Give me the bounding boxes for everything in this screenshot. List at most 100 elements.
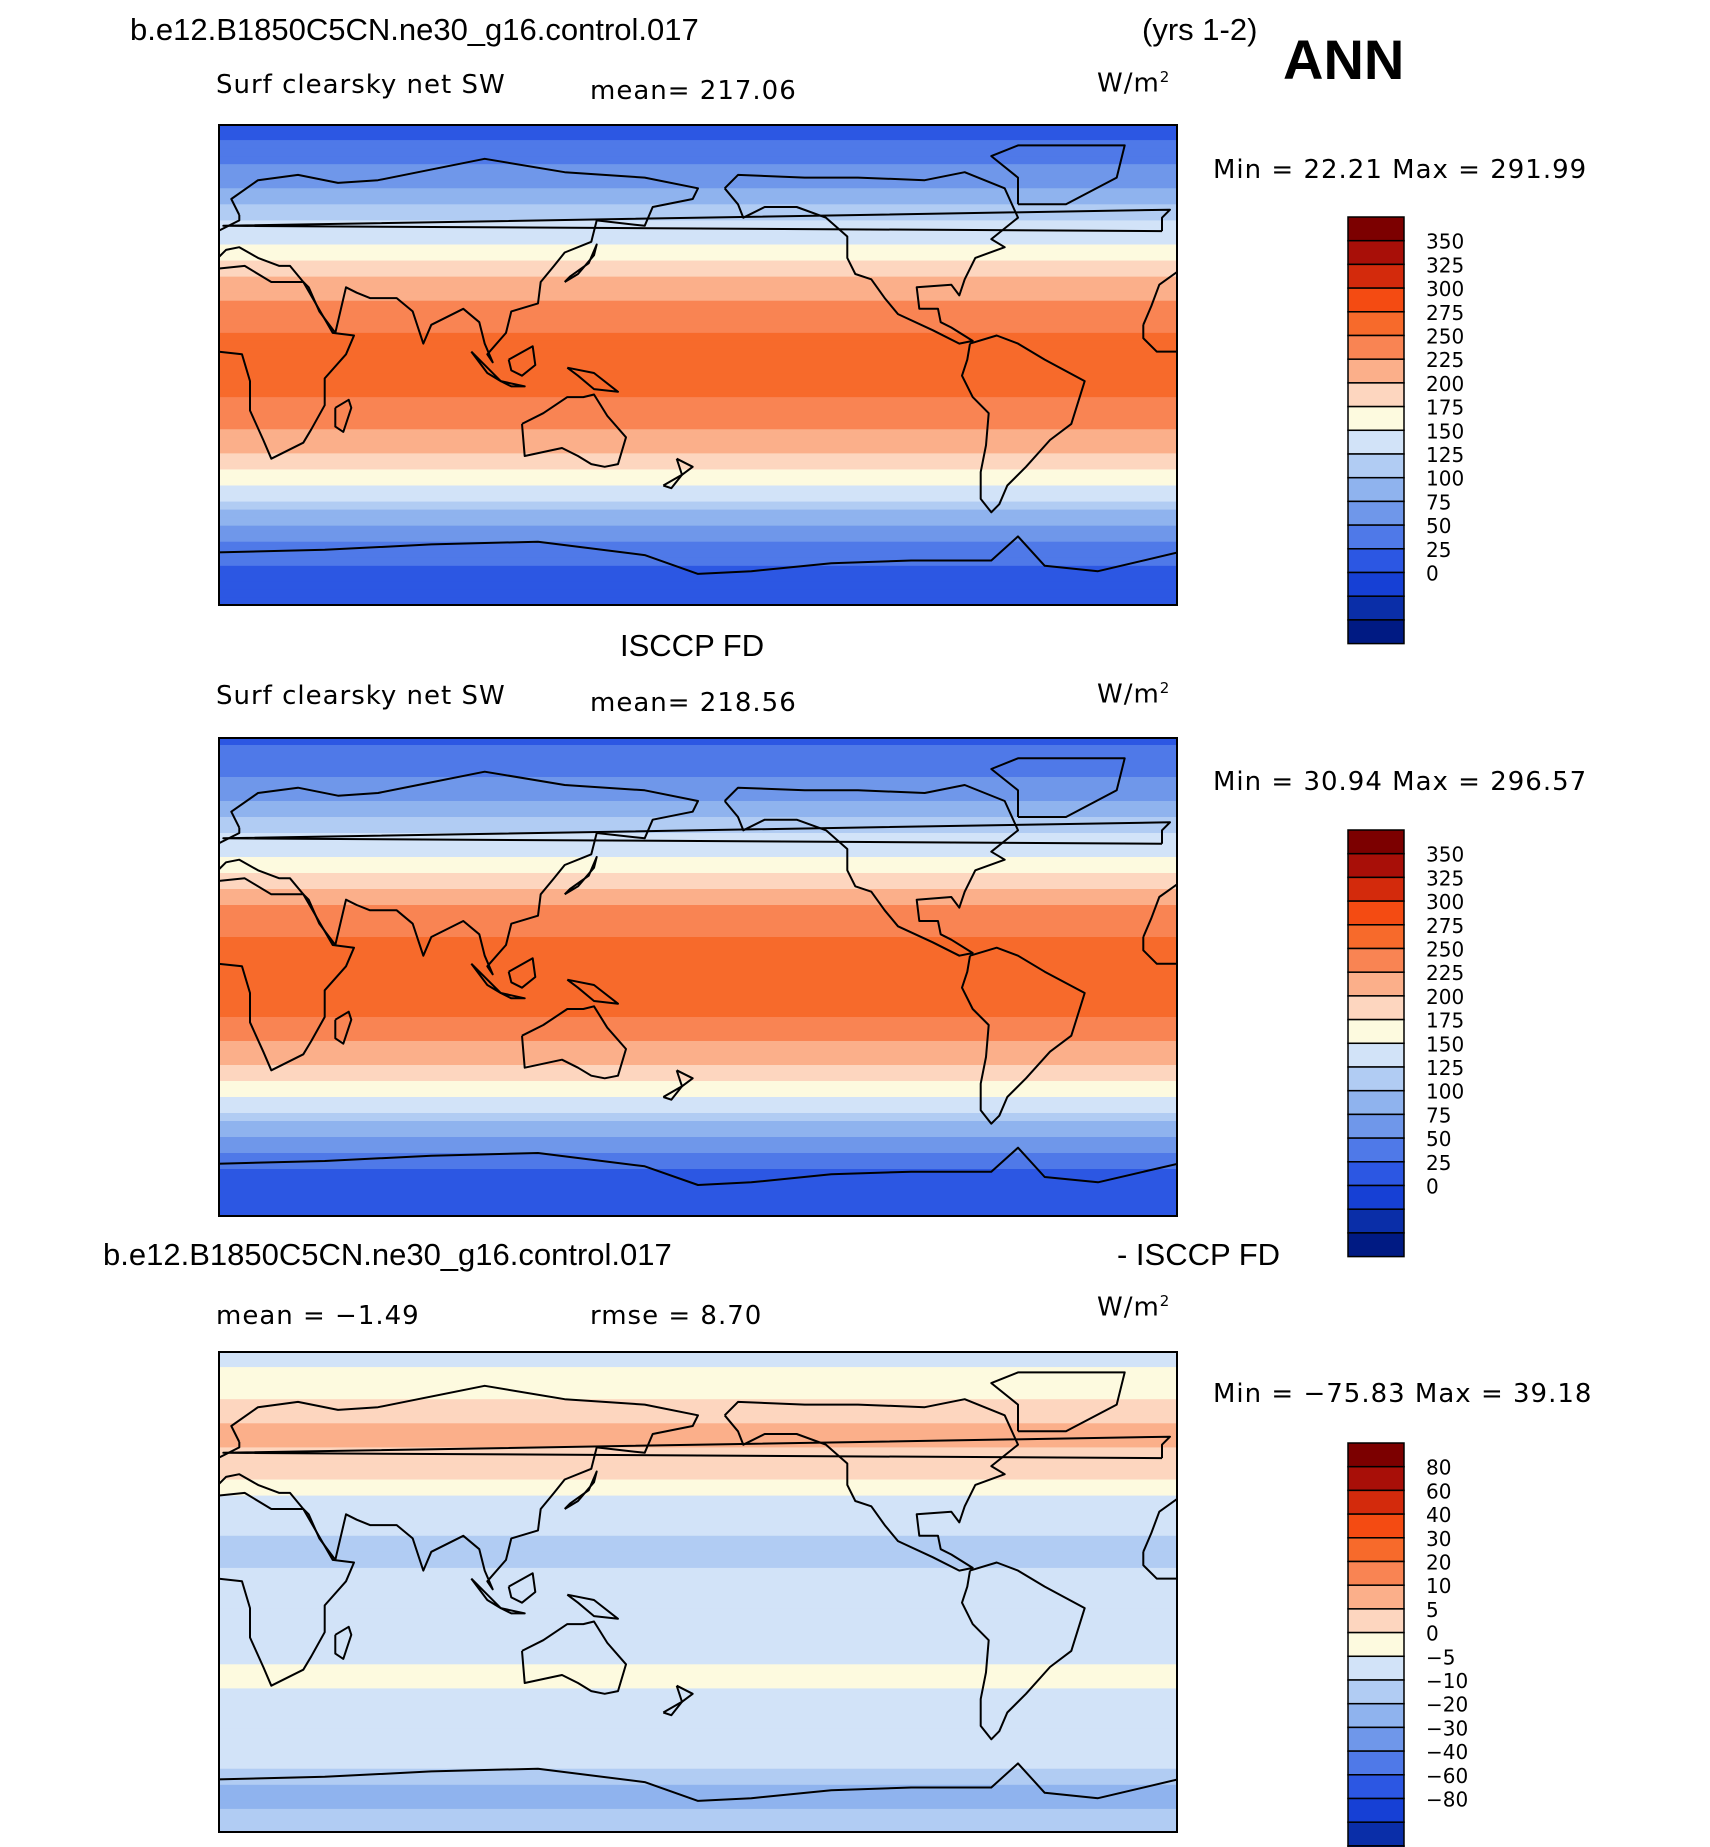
- panel3-title: b.e12.B1850C5CN.ne30_g16.control.017: [103, 1237, 672, 1272]
- map-band: [218, 1784, 1178, 1794]
- coastline: [990, 1371, 1126, 1433]
- map-band: [218, 284, 1178, 294]
- map-band: [218, 1359, 1178, 1369]
- map-band: [218, 196, 1178, 206]
- colorbar-tick-label: 250: [1426, 325, 1464, 349]
- map-band: [218, 188, 1178, 198]
- panel1-mean: mean= 217.06: [590, 76, 797, 106]
- map-band: [218, 1423, 1178, 1433]
- map-band: [218, 1535, 1178, 1545]
- map-band: [218, 1624, 1178, 1634]
- map-band: [218, 316, 1178, 326]
- map-band: [218, 841, 1178, 850]
- map-band: [218, 753, 1178, 762]
- map-band: [218, 1792, 1178, 1802]
- map-band: [218, 421, 1178, 431]
- coastline: [218, 1146, 1178, 1186]
- map-band: [218, 1648, 1178, 1658]
- panel3-mean: mean = −1.49: [216, 1301, 420, 1331]
- map-band: [218, 953, 1178, 962]
- colorbar-swatch: [1347, 1631, 1405, 1658]
- coastline: [507, 957, 537, 989]
- map-band: [218, 300, 1178, 310]
- map-band: [218, 913, 1178, 922]
- colorbar-swatch: [1347, 1726, 1405, 1752]
- coastline: [218, 264, 355, 460]
- colorbar-tick-label: 25: [1426, 1151, 1451, 1175]
- map-band: [218, 1688, 1178, 1698]
- colorbar-swatch: [1347, 524, 1405, 550]
- colorbar-swatch: [1347, 852, 1405, 879]
- map-band: [218, 905, 1178, 914]
- coastline: [1142, 1497, 1178, 1580]
- colorbar-tick-label: −10: [1426, 1669, 1468, 1693]
- panel3-map: [218, 1351, 1178, 1833]
- map-band: [218, 1608, 1178, 1618]
- map-band: [218, 1367, 1178, 1377]
- colorbar-tick-label: 10: [1426, 1574, 1451, 1598]
- colorbar-swatch: [1347, 1679, 1405, 1705]
- coastline: [566, 978, 619, 1005]
- map-band: [218, 252, 1178, 262]
- map-band: [218, 1592, 1178, 1602]
- coastline: [961, 946, 1086, 1125]
- colorbar-tick-label: −5: [1426, 1645, 1455, 1669]
- coastline: [222, 821, 1171, 845]
- coastline: [675, 1684, 694, 1703]
- map-band: [218, 1041, 1178, 1050]
- panel1-variable: Surf clearsky net SW: [216, 70, 506, 100]
- map-band: [218, 961, 1178, 970]
- colorbar-tick-label: 175: [1426, 1009, 1464, 1033]
- map-band: [218, 244, 1178, 254]
- map-band: [218, 993, 1178, 1002]
- coastline: [470, 350, 502, 383]
- map-band: [218, 565, 1178, 575]
- map-band: [218, 1177, 1178, 1186]
- map-band: [218, 581, 1178, 591]
- colorbar-swatch: [1347, 1584, 1405, 1610]
- panel1-map: [218, 124, 1178, 606]
- map-band: [218, 1161, 1178, 1170]
- colorbar-swatch: [1347, 1655, 1405, 1681]
- map-band: [218, 1169, 1178, 1178]
- panel2-variable: Surf clearsky net SW: [216, 681, 506, 711]
- map-frame: [218, 124, 1178, 606]
- colorbar-tick-label: 5: [1426, 1598, 1439, 1622]
- map-band: [218, 292, 1178, 302]
- colorbar-tick-label: 275: [1426, 914, 1464, 938]
- colorbar-tick-label: 225: [1426, 348, 1464, 372]
- map-band: [218, 1487, 1178, 1497]
- map-band: [218, 1744, 1178, 1754]
- map-band: [218, 1656, 1178, 1666]
- map-band: [218, 929, 1178, 938]
- coastline: [334, 1010, 353, 1045]
- coastline: [723, 784, 1019, 957]
- coastline: [566, 1593, 619, 1620]
- map-band: [218, 1113, 1178, 1122]
- colorbar-swatch: [1347, 1750, 1405, 1776]
- map-band: [218, 937, 1178, 946]
- map-band: [218, 1760, 1178, 1770]
- map-band: [218, 1097, 1178, 1106]
- map-band: [218, 1632, 1178, 1642]
- coastline: [563, 243, 598, 283]
- colorbar-swatch: [1347, 476, 1405, 503]
- map-band: [218, 1185, 1178, 1194]
- colorbar-swatch: [1347, 216, 1405, 242]
- colorbar-tick-label: 275: [1426, 301, 1464, 325]
- map-band: [218, 1137, 1178, 1146]
- colorbar-swatch: [1347, 619, 1405, 645]
- map-band: [218, 1431, 1178, 1441]
- map-band: [218, 405, 1178, 415]
- map-band: [218, 1017, 1178, 1026]
- panel2-minmax: Min = 30.94 Max = 296.57: [1213, 767, 1588, 797]
- colorbar-swatch: [1347, 1184, 1405, 1210]
- colorbar-tick-label: −60: [1426, 1764, 1468, 1788]
- map-band: [218, 1479, 1178, 1489]
- map-band: [218, 236, 1178, 246]
- map-band: [218, 1503, 1178, 1513]
- colorbar-tick-label: 250: [1426, 938, 1464, 962]
- colorbar-tick-label: −30: [1426, 1716, 1468, 1740]
- colorbar-swatch: [1347, 1702, 1405, 1729]
